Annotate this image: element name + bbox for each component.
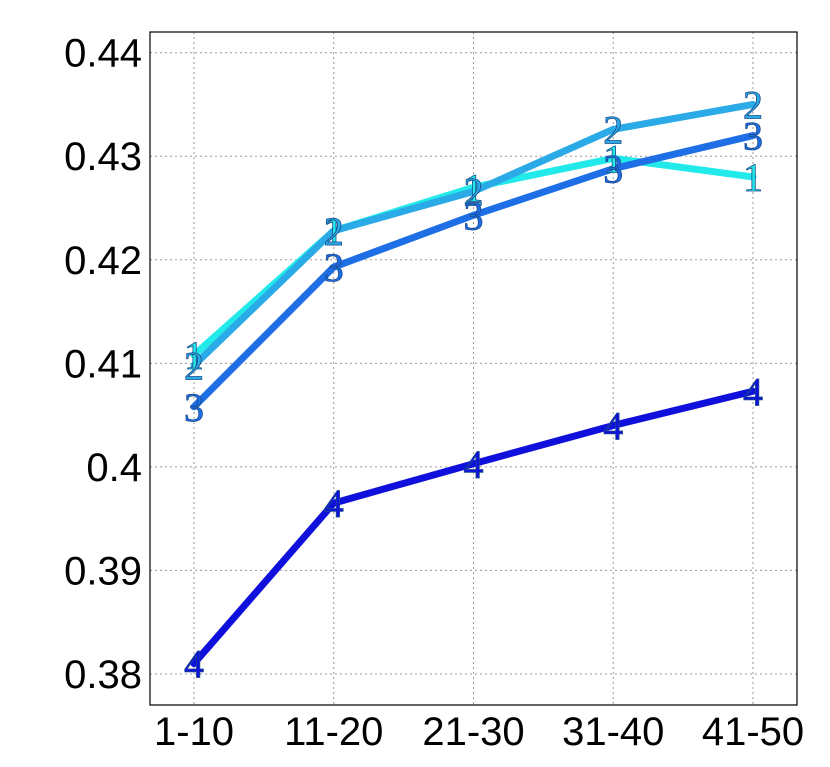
data-point-marker: 3 xyxy=(464,193,484,238)
data-point-marker: 1 xyxy=(184,333,204,378)
x-tick-label: 1-10 xyxy=(154,710,234,754)
data-point-marker: 2 xyxy=(603,107,623,152)
series-lines xyxy=(190,100,757,668)
series-line-3 xyxy=(190,132,757,411)
data-point-marker: 1 xyxy=(743,155,763,200)
y-tick-label: 0.38 xyxy=(64,653,142,697)
data-point-marker: 4 xyxy=(464,442,484,487)
data-point-marker: 1 xyxy=(464,165,484,210)
data-point-marker: 4 xyxy=(184,642,204,687)
data-point-marker: 2 xyxy=(324,209,344,254)
x-axis-tick-labels: 1-10 11-20 21-30 31-40 41-50 xyxy=(154,710,804,754)
x-tick-label: 31-40 xyxy=(562,710,664,754)
data-point-marker: 1 xyxy=(603,136,623,181)
series-line-4 xyxy=(190,387,757,668)
data-point-marker: 3 xyxy=(184,385,204,430)
y-tick-label: 0.43 xyxy=(64,135,142,179)
x-tick-label: 11-20 xyxy=(284,710,383,754)
series-line-2 xyxy=(190,100,757,369)
y-tick-label: 0.44 xyxy=(64,32,142,76)
x-tick-label: 41-50 xyxy=(702,710,804,754)
data-point-marker: 2 xyxy=(184,343,204,388)
x-tick-label: 21-30 xyxy=(422,710,524,754)
data-point-marker: 2 xyxy=(743,82,763,127)
data-point-marker: 3 xyxy=(324,245,344,290)
data-point-marker: 4 xyxy=(324,481,344,526)
plot-frame xyxy=(149,31,798,706)
y-tick-label: 0.4 xyxy=(86,446,142,490)
data-point-marker: 3 xyxy=(603,147,623,192)
y-axis-tick-labels: 0.38 0.39 0.4 0.41 0.42 0.43 0.44 xyxy=(64,32,142,697)
data-point-marker: 4 xyxy=(603,403,623,448)
y-tick-label: 0.39 xyxy=(64,549,142,593)
y-tick-label: 0.41 xyxy=(64,342,142,386)
data-point-marker: 2 xyxy=(464,169,484,214)
data-point-marker: 4 xyxy=(743,369,763,414)
y-tick-label: 0.42 xyxy=(64,239,142,283)
data-point-marker: 3 xyxy=(743,114,763,159)
data-point-marker: 1 xyxy=(324,209,344,254)
